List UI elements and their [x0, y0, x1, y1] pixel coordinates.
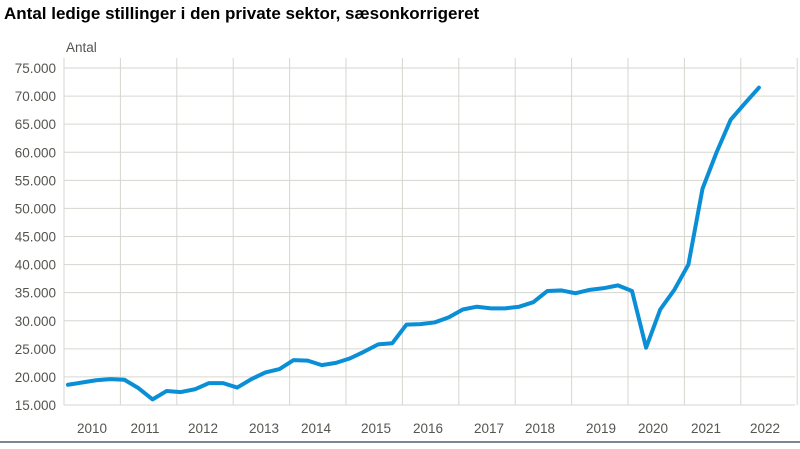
- y-tick-label: 45.000: [15, 230, 56, 245]
- x-tick-label: 2021: [691, 421, 721, 436]
- y-tick-label: 55.000: [15, 173, 56, 188]
- y-axis-ticks: 15.000 20.000 25.000 30.000 35.000 40.000 45.0…: [15, 61, 56, 413]
- y-axis-label: Antal: [66, 40, 97, 55]
- y-tick-label: 70.000: [15, 89, 56, 104]
- x-tick-label: 2016: [413, 421, 443, 436]
- x-tick-label: 2020: [638, 421, 668, 436]
- y-tick-label: 75.000: [15, 61, 56, 76]
- y-tick-label: 35.000: [15, 286, 56, 301]
- y-tick-label: 60.000: [15, 145, 56, 160]
- x-tick-label: 2022: [750, 421, 780, 436]
- x-tick-label: 2011: [130, 421, 159, 436]
- x-tick-label: 2012: [188, 421, 218, 436]
- grid: [63, 58, 798, 406]
- x-tick-label: 2014: [301, 421, 332, 436]
- chart-title: Antal ledige stillinger i den private se…: [4, 4, 480, 23]
- series-line: [66, 85, 761, 402]
- x-tick-label: 2015: [361, 421, 391, 436]
- y-tick-label: 50.000: [15, 201, 56, 216]
- x-tick-label: 2017: [474, 421, 504, 436]
- y-tick-label: 15.000: [15, 398, 56, 413]
- y-tick-label: 65.000: [15, 117, 56, 132]
- x-tick-label: 2013: [249, 421, 279, 436]
- y-tick-label: 40.000: [15, 258, 56, 273]
- data-points: [67, 87, 760, 400]
- x-axis-ticks: 2010 2011 2012 2013 2014 2015 2016 2017 2018 2019…: [77, 421, 780, 436]
- x-tick-label: 2010: [77, 421, 107, 436]
- y-tick-label: 20.000: [15, 370, 56, 385]
- x-tick-label: 2018: [525, 421, 555, 436]
- bottom-rule: [0, 441, 800, 443]
- y-tick-label: 30.000: [15, 314, 56, 329]
- x-tick-label: 2019: [586, 421, 616, 436]
- y-tick-label: 25.000: [15, 342, 56, 357]
